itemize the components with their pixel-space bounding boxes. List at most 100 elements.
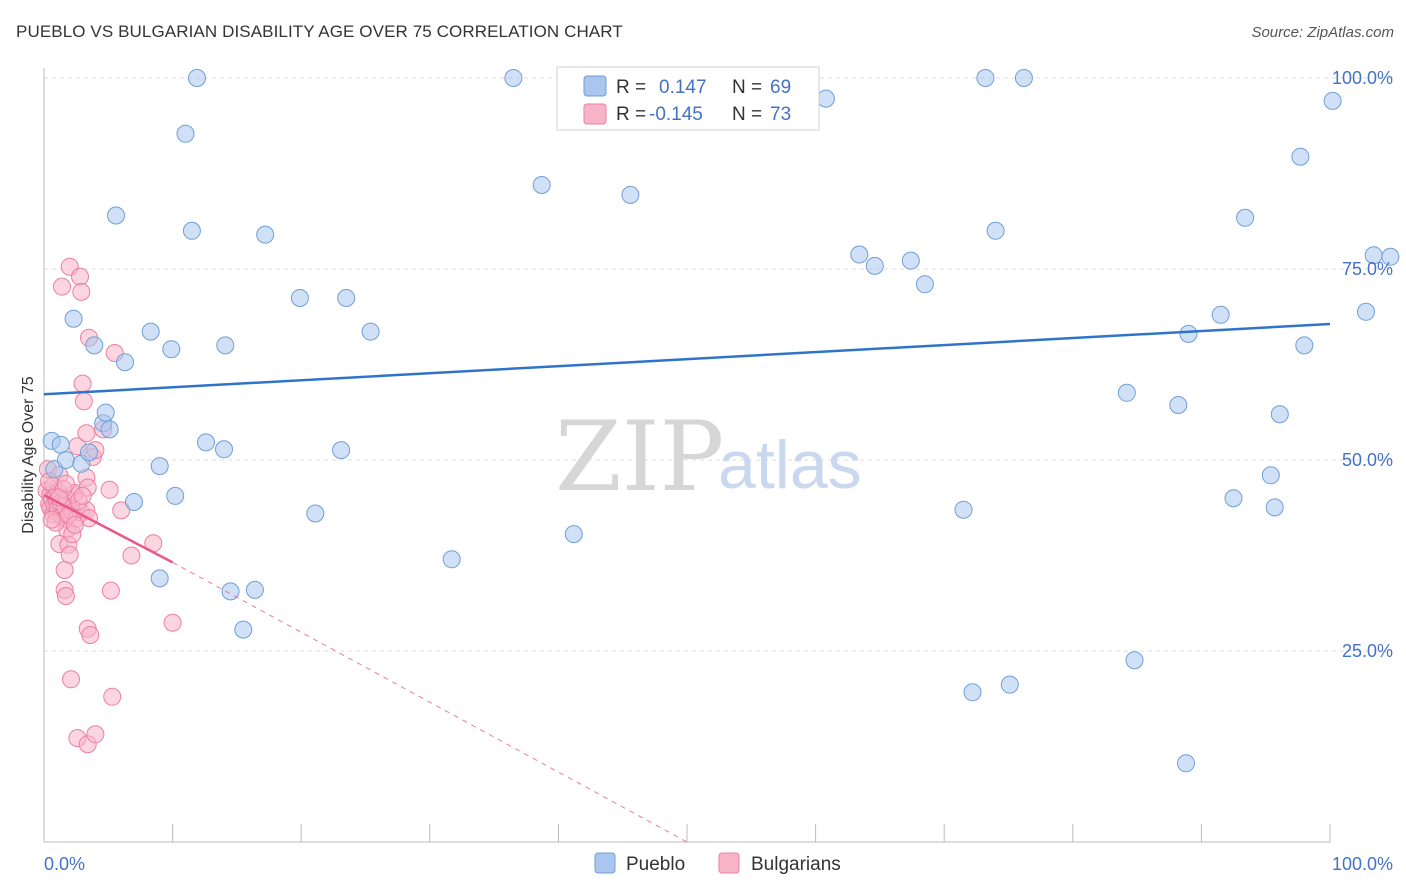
trend-line-pueblo — [43, 322, 1331, 396]
data-point — [1014, 69, 1033, 87]
data-point — [215, 440, 233, 459]
chart-title: PUEBLO VS BULGARIAN DISABILITY AGE OVER … — [16, 22, 623, 41]
data-point — [954, 500, 973, 519]
data-point — [442, 550, 461, 569]
data-point — [816, 89, 835, 108]
data-point — [1236, 208, 1255, 227]
data-point — [112, 501, 131, 520]
trend-extension-bulgarians — [172, 561, 688, 843]
watermark-zip: ZIP — [555, 401, 724, 513]
data-point — [100, 480, 119, 499]
legend-r-value: 0.147 — [659, 77, 707, 98]
data-point — [62, 670, 80, 689]
data-point — [1125, 651, 1144, 670]
legend-n-label: N = — [732, 104, 762, 125]
bottom-legend-swatch-pueblo — [594, 852, 616, 874]
data-point — [42, 510, 61, 529]
y-axis-label: Disability Age Over 75 — [20, 376, 37, 534]
x-tick-label: 0.0% — [44, 854, 85, 874]
data-point — [256, 225, 275, 244]
data-point — [1381, 247, 1400, 266]
data-point — [116, 353, 134, 372]
data-point — [1177, 754, 1195, 773]
data-point — [197, 433, 215, 452]
axes — [43, 68, 1331, 843]
data-point — [1000, 675, 1019, 694]
data-point — [1179, 324, 1198, 343]
data-point — [1291, 147, 1310, 166]
source-label: Source: ZipAtlas.com — [1251, 24, 1394, 41]
watermark-atlas: atlas — [718, 427, 862, 503]
data-point — [81, 626, 100, 644]
data-point — [1117, 383, 1136, 402]
legend-swatch-bulgarians — [583, 103, 607, 125]
x-tick-labels: 0.0% 100.0% — [44, 854, 1393, 874]
legend-r-label: R = — [616, 77, 646, 98]
legend-r-value: -0.145 — [649, 104, 703, 125]
data-point — [306, 504, 325, 523]
data-point — [162, 340, 181, 359]
data-point — [963, 683, 982, 702]
data-point — [150, 457, 169, 476]
data-point — [51, 435, 70, 454]
y-tick-labels: 100.0% 75.0% 50.0% 25.0% — [1332, 68, 1393, 661]
bottom-legend-swatch-bulgarians — [718, 852, 740, 874]
data-point — [65, 515, 84, 534]
data-point — [188, 69, 206, 87]
trend-line-bulgarians — [43, 494, 174, 564]
data-point — [850, 245, 869, 264]
legend-n-label: N = — [732, 77, 762, 98]
data-point — [290, 289, 309, 307]
data-point — [166, 486, 185, 505]
data-point — [64, 309, 83, 328]
grid-lines — [44, 77, 1392, 652]
bottom-legend-bulgarians: Bulgarians — [751, 854, 841, 875]
data-point — [1265, 498, 1284, 517]
series-pueblo — [42, 69, 1400, 773]
data-point — [976, 69, 995, 87]
data-point — [71, 267, 89, 286]
data-point — [56, 587, 75, 605]
data-point — [96, 403, 115, 422]
y-tick-label: 25.0% — [1342, 641, 1393, 661]
legend-swatch-pueblo — [583, 75, 607, 97]
x-tick-label: 100.0% — [1332, 854, 1393, 874]
data-point — [103, 687, 122, 706]
data-point — [216, 336, 235, 355]
data-point — [107, 206, 125, 225]
data-point — [532, 176, 551, 194]
data-point — [122, 546, 141, 565]
data-series — [37, 69, 1400, 773]
data-point — [564, 525, 583, 544]
data-point — [150, 569, 169, 588]
y-tick-label: 50.0% — [1342, 450, 1393, 470]
data-point — [141, 322, 160, 341]
data-point — [86, 725, 105, 744]
data-point — [915, 275, 934, 294]
data-point — [101, 581, 120, 600]
data-point — [1211, 305, 1230, 324]
data-point — [163, 613, 182, 632]
data-point — [176, 124, 195, 143]
data-point — [56, 451, 75, 469]
data-point — [1261, 466, 1280, 485]
data-point — [1295, 336, 1314, 355]
data-point — [901, 251, 920, 270]
data-point — [73, 486, 92, 505]
y-tick-label: 100.0% — [1332, 68, 1393, 88]
data-point — [986, 221, 1005, 240]
data-point — [56, 474, 75, 493]
trend-lines — [43, 322, 1331, 843]
data-point — [182, 221, 201, 240]
data-point — [1224, 489, 1243, 508]
data-point — [74, 392, 93, 411]
data-point — [85, 336, 104, 355]
data-point — [504, 69, 523, 87]
data-point — [337, 289, 356, 307]
data-point — [1323, 91, 1342, 110]
data-point — [1169, 396, 1188, 414]
legend-n-value: 69 — [770, 77, 791, 98]
data-point — [125, 493, 143, 511]
data-point — [100, 420, 119, 439]
